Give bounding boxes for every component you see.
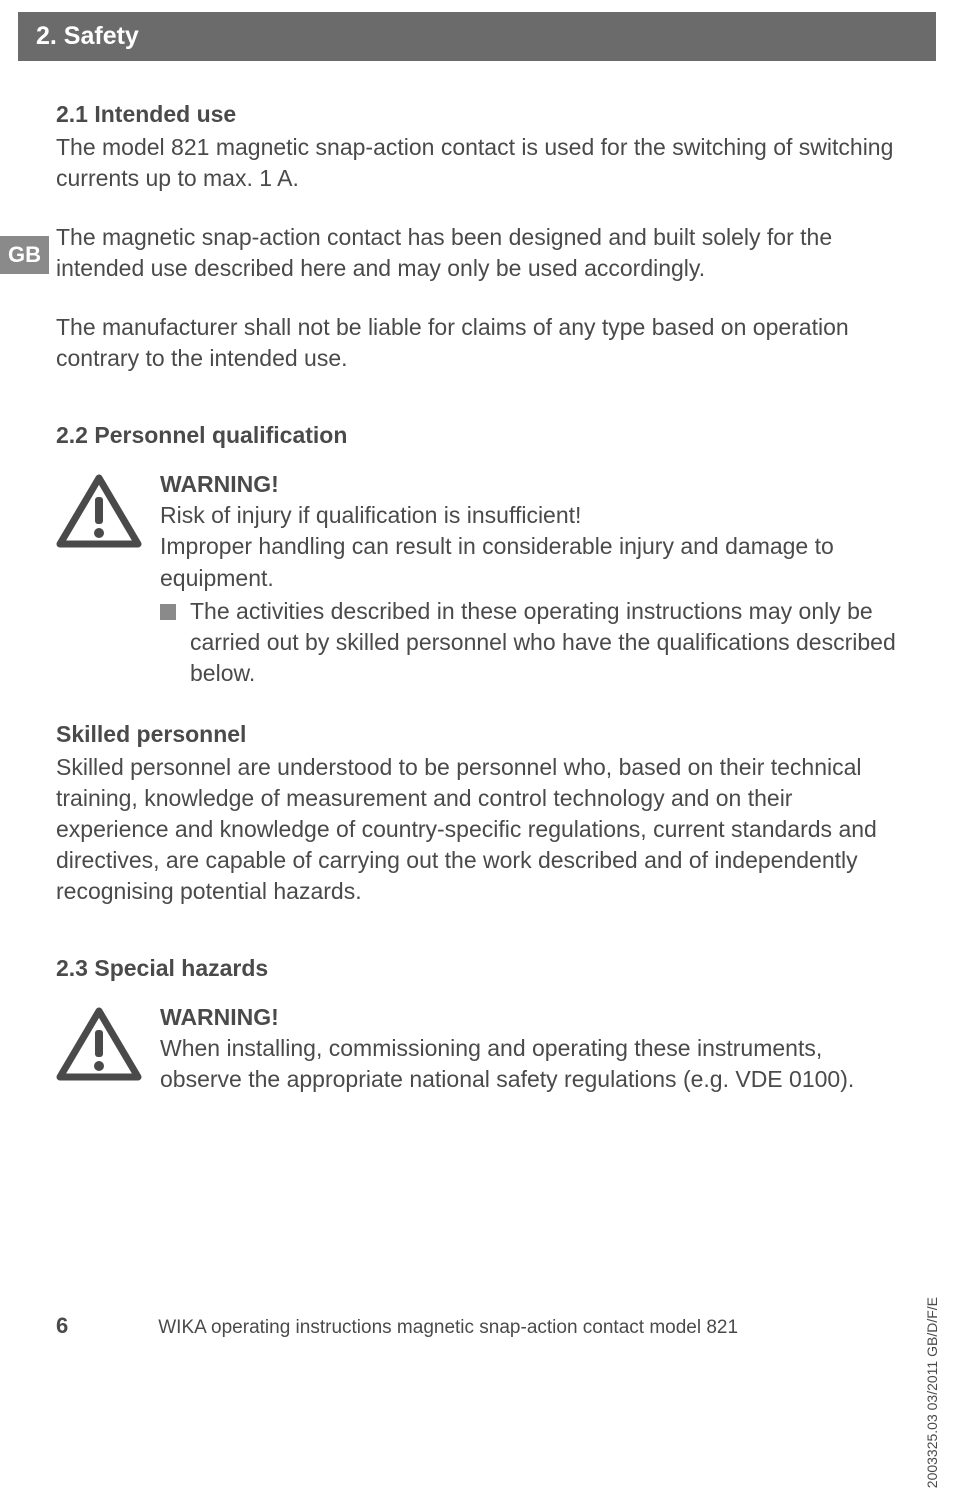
- heading-2-3: 2.3 Special hazards: [56, 953, 898, 984]
- bullet-square-icon: [160, 604, 176, 620]
- vertical-document-code: 2003325.03 03/2011 GB/D/F/E: [924, 1297, 940, 1488]
- warning-label: WARNING!: [160, 1004, 279, 1030]
- page-number: 6: [56, 1313, 68, 1339]
- para-skilled-personnel: Skilled personnel are understood to be p…: [56, 752, 898, 907]
- section-header: 2. Safety: [18, 12, 936, 61]
- footer-text: WIKA operating instructions magnetic sna…: [158, 1317, 738, 1339]
- heading-skilled-personnel: Skilled personnel: [56, 719, 898, 750]
- warning-body-2-3: When installing, commissioning and opera…: [160, 1033, 898, 1095]
- bullet-text-1: The activities described in these operat…: [190, 596, 898, 689]
- warning-icon: [56, 1006, 142, 1090]
- warning-block-2-3: WARNING! When installing, commissioning …: [56, 1002, 898, 1095]
- warning-text-2-2: WARNING! Risk of injury if qualification…: [160, 469, 898, 688]
- warning-text-2-3: WARNING! When installing, commissioning …: [160, 1002, 898, 1095]
- warning-line-2: Improper handling can result in consider…: [160, 531, 898, 593]
- page-footer: 6 WIKA operating instructions magnetic s…: [56, 1313, 898, 1339]
- heading-2-2: 2.2 Personnel qualification: [56, 420, 898, 451]
- content-body: 2.1 Intended use The model 821 magnetic …: [0, 99, 954, 1095]
- para-2-1-a: The model 821 magnetic snap-action conta…: [56, 132, 898, 194]
- warning-label: WARNING!: [160, 471, 279, 497]
- heading-2-1: 2.1 Intended use: [56, 99, 898, 130]
- para-2-1-c: The manufacturer shall not be liable for…: [56, 312, 898, 374]
- bullet-row: The activities described in these operat…: [160, 596, 898, 689]
- language-tag-gb: GB: [0, 236, 49, 274]
- warning-line-1: Risk of injury if qualification is insuf…: [160, 500, 898, 531]
- warning-block-2-2: WARNING! Risk of injury if qualification…: [56, 469, 898, 688]
- warning-icon: [56, 473, 142, 557]
- para-2-1-b: The magnetic snap-action contact has bee…: [56, 222, 898, 284]
